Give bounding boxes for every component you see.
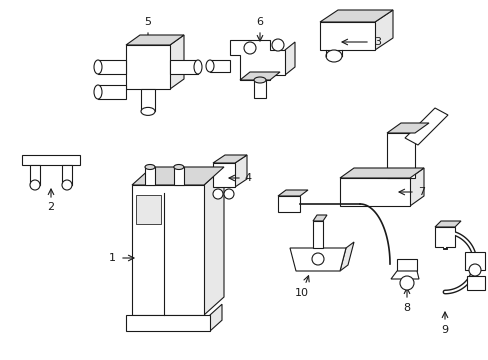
Bar [396,259,416,271]
Ellipse shape [173,165,183,170]
Polygon shape [409,168,423,206]
Bar [339,178,409,206]
Polygon shape [209,304,222,331]
Bar [386,133,414,178]
Ellipse shape [94,85,102,99]
Bar [98,85,126,99]
Ellipse shape [253,77,265,83]
Bar [253,80,265,98]
Ellipse shape [194,60,202,74]
Circle shape [311,253,324,265]
Polygon shape [229,40,285,80]
Bar [434,227,454,247]
Bar [173,167,183,185]
Circle shape [271,39,284,51]
Polygon shape [203,167,224,315]
Polygon shape [170,35,183,89]
Bar [145,167,155,185]
Bar [132,185,203,315]
Bar [98,60,126,74]
Text: 9: 9 [441,325,447,335]
Text: 3: 3 [374,37,381,47]
Bar [170,60,198,74]
Bar [141,89,155,111]
Polygon shape [319,10,392,22]
Text: 1: 1 [108,253,115,263]
Ellipse shape [62,180,72,190]
Bar [278,196,299,212]
Bar [126,315,209,331]
Polygon shape [213,155,246,163]
Bar [62,165,72,185]
Polygon shape [240,72,280,80]
Text: 6: 6 [256,17,263,27]
Text: 10: 10 [294,288,308,298]
Polygon shape [374,10,392,50]
Polygon shape [312,215,326,221]
Circle shape [244,42,256,54]
Polygon shape [126,35,183,45]
Polygon shape [132,167,224,185]
Ellipse shape [30,180,40,190]
Ellipse shape [205,60,214,72]
Polygon shape [339,242,353,271]
Polygon shape [386,123,428,133]
Bar [213,163,235,187]
Circle shape [213,189,223,199]
Polygon shape [339,168,423,178]
Bar [312,221,323,248]
Bar [136,195,161,224]
Circle shape [468,264,480,276]
Ellipse shape [325,50,341,62]
Bar [30,165,40,185]
Polygon shape [235,155,246,187]
Bar [319,22,374,50]
Text: 2: 2 [47,202,55,212]
Polygon shape [289,248,346,271]
Ellipse shape [94,60,102,74]
Bar [126,45,170,89]
Polygon shape [278,190,307,196]
Bar [466,276,484,290]
Text: 4: 4 [244,173,251,183]
Circle shape [224,189,234,199]
Bar [209,60,229,72]
Polygon shape [434,221,460,227]
Ellipse shape [141,107,155,116]
Ellipse shape [145,165,155,170]
Polygon shape [404,108,447,145]
Bar [22,155,80,165]
Text: 8: 8 [403,303,410,313]
Polygon shape [390,271,418,279]
Polygon shape [285,42,294,75]
Bar [464,252,484,270]
Text: 5: 5 [144,17,151,27]
Text: 7: 7 [418,187,425,197]
Circle shape [399,276,413,290]
